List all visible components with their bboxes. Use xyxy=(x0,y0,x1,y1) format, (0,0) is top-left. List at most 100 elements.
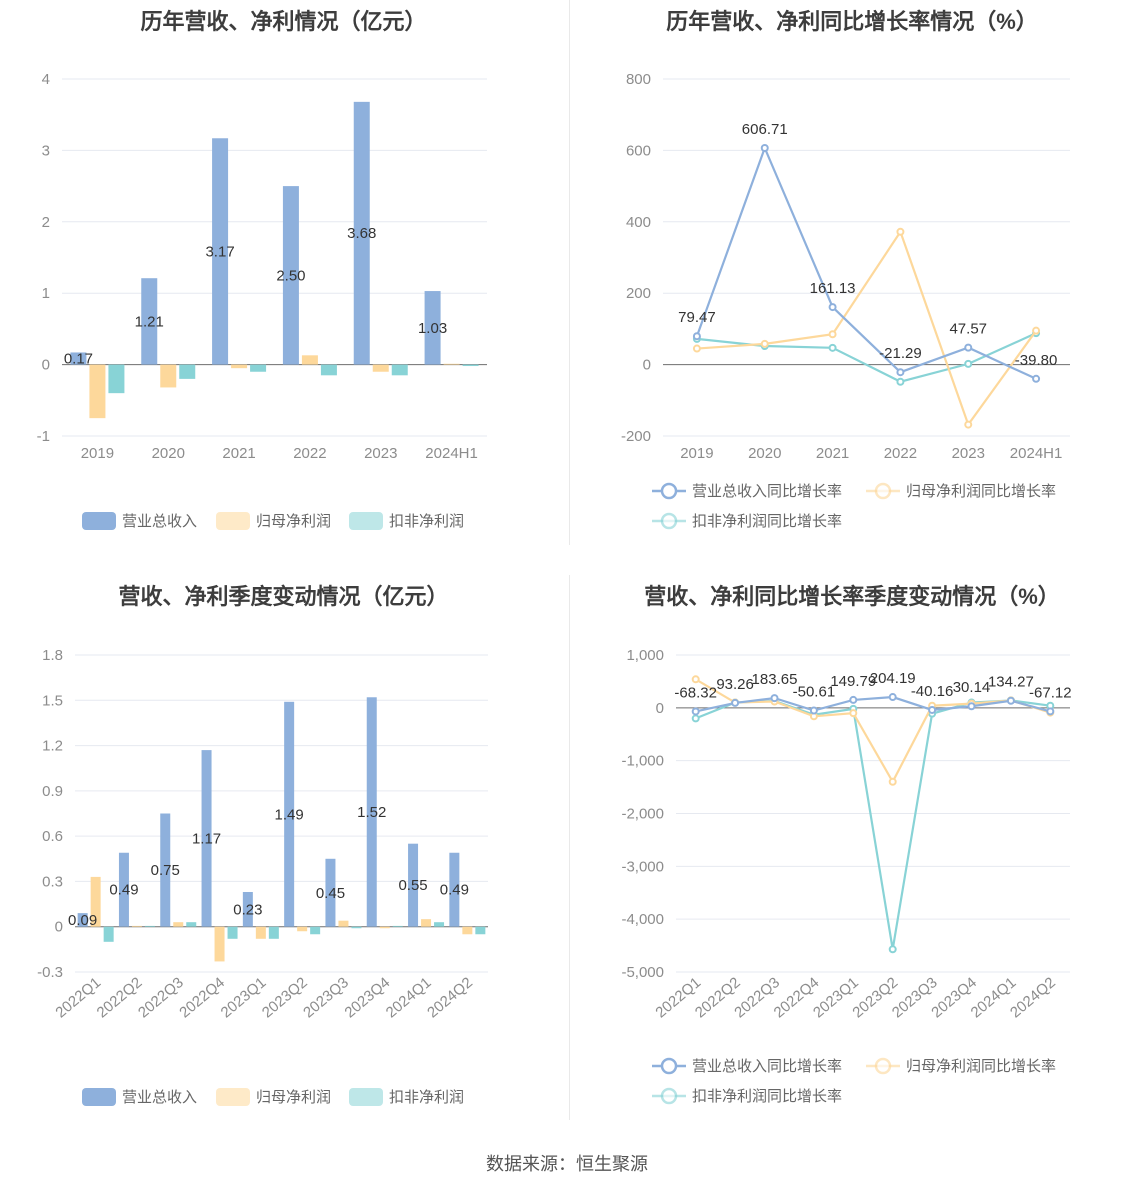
bar xyxy=(297,926,308,932)
series-point xyxy=(888,693,897,702)
bar xyxy=(353,101,370,365)
data-label: 47.57 xyxy=(949,321,987,338)
data-label: -50.61 xyxy=(793,684,836,701)
series-point xyxy=(964,420,973,429)
series-point xyxy=(928,705,937,714)
bar xyxy=(475,926,486,935)
series-point xyxy=(691,707,700,716)
bar xyxy=(108,364,125,394)
y-tick-label: 1.5 xyxy=(42,692,63,709)
legend-label: 归母净利润同比增长率 xyxy=(906,483,1056,500)
legend-label: 扣非净利润同比增长率 xyxy=(692,1088,842,1105)
vertical-divider xyxy=(569,0,570,545)
y-tick-label: -2,000 xyxy=(621,806,664,823)
legend-marker xyxy=(660,482,678,500)
legend-label: 营业总收入 xyxy=(122,1089,197,1106)
series-point xyxy=(888,777,897,786)
legend-label: 扣非净利润 xyxy=(389,1089,464,1106)
bar xyxy=(320,364,337,376)
x-tick-label: 2020 xyxy=(748,445,781,462)
legend-marker xyxy=(874,1057,892,1075)
data-label: 134.27 xyxy=(988,674,1034,691)
data-label: 79.47 xyxy=(678,309,716,326)
bar xyxy=(144,925,155,927)
series-point xyxy=(828,343,837,352)
quarterly-growth-svg: -5,000-4,000-3,000-2,000-1,00001,0002022… xyxy=(621,647,1071,1105)
annual-amounts-svg: -1 0 1 2 3 4 2019 2020 2021 2022 2023 2024H1 0.17 1.2… xyxy=(37,71,487,530)
data-label: 1.17 xyxy=(192,830,221,847)
bar xyxy=(372,364,389,372)
series-point xyxy=(896,227,905,236)
legend-label: 扣非净利润 xyxy=(389,513,464,530)
legend-swatch xyxy=(82,1088,116,1106)
chart-title: 营收、净利同比增长率季度变动情况（%） xyxy=(644,584,1060,609)
series-line xyxy=(695,144,1037,380)
series-point xyxy=(760,339,769,348)
series-point xyxy=(896,368,905,377)
bar xyxy=(379,926,390,929)
data-label: 606.71 xyxy=(742,121,788,138)
legend-label: 归母净利润 xyxy=(256,513,331,530)
data-label: 93.26 xyxy=(716,676,754,693)
legend-swatch xyxy=(349,512,383,530)
bar xyxy=(391,364,408,376)
series-point xyxy=(760,144,769,153)
y-tick-label: 400 xyxy=(626,214,651,231)
legend-label: 归母净利润同比增长率 xyxy=(906,1058,1056,1075)
y-tick-label: 4 xyxy=(42,71,50,88)
series-point xyxy=(896,377,905,386)
data-label: -68.32 xyxy=(674,684,717,701)
series-point xyxy=(770,694,779,703)
y-tick-label: 0.3 xyxy=(42,873,63,890)
series-point xyxy=(1032,326,1041,335)
series-point xyxy=(964,359,973,368)
bar xyxy=(301,355,318,365)
bar xyxy=(179,364,196,379)
series-line xyxy=(695,695,1051,713)
chart-title: 历年营收、净利同比增长率情况（%） xyxy=(666,9,1038,34)
series-point xyxy=(967,702,976,711)
x-tick-label: 2019 xyxy=(81,445,114,462)
series-point xyxy=(691,714,700,723)
data-source: 数据来源：恒生聚源 xyxy=(486,1154,648,1174)
y-tick-label: 0 xyxy=(55,919,63,936)
x-tick-label: 2022Q2 xyxy=(94,974,146,1021)
legend-swatch xyxy=(82,512,116,530)
bar xyxy=(408,843,419,927)
legend-label: 营业总收入 xyxy=(122,513,197,530)
data-label: -21.29 xyxy=(879,345,922,362)
y-tick-label: 600 xyxy=(626,142,651,159)
bar xyxy=(214,926,225,962)
y-tick-label: -1 xyxy=(37,428,50,445)
bar xyxy=(268,926,279,939)
series-point xyxy=(849,695,858,704)
y-tick-label: -0.3 xyxy=(37,964,63,981)
data-label: 1.52 xyxy=(357,804,386,821)
bar xyxy=(227,926,238,939)
bar xyxy=(325,858,336,927)
bar xyxy=(424,291,441,365)
data-label: 161.13 xyxy=(810,280,856,297)
x-tick-label: 2024Q2 xyxy=(1007,974,1059,1021)
bar xyxy=(70,352,87,365)
bar xyxy=(173,922,184,927)
x-tick-label: 2024Q1 xyxy=(383,974,435,1021)
chart-title: 历年营收、净利情况（亿元） xyxy=(140,9,427,34)
bar xyxy=(118,852,129,927)
data-label: 0.49 xyxy=(109,882,138,899)
data-label: 3.17 xyxy=(205,243,234,260)
legend-label: 归母净利润 xyxy=(256,1089,331,1106)
x-tick-label: 2020 xyxy=(152,445,185,462)
quarterly-amounts-svg: -0.300.30.60.91.21.51.82022Q12022Q22022Q… xyxy=(37,647,488,1106)
bar xyxy=(462,926,473,935)
series-point xyxy=(809,706,818,715)
x-tick-label: 2022 xyxy=(293,445,326,462)
legend-label: 营业总收入同比增长率 xyxy=(692,483,842,500)
x-tick-label: 2023Q2 xyxy=(259,974,311,1021)
data-label: 2.50 xyxy=(276,267,305,284)
series-point xyxy=(691,675,700,684)
x-tick-label: 2024Q2 xyxy=(424,974,476,1021)
bar xyxy=(131,925,142,927)
series-point xyxy=(964,343,973,352)
series-point xyxy=(692,332,701,341)
